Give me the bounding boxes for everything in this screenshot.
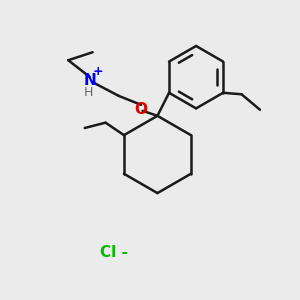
- Text: Cl -: Cl -: [100, 245, 128, 260]
- Text: N: N: [83, 73, 96, 88]
- Text: O: O: [135, 102, 148, 117]
- Text: +: +: [93, 65, 103, 78]
- Text: H: H: [83, 86, 93, 99]
